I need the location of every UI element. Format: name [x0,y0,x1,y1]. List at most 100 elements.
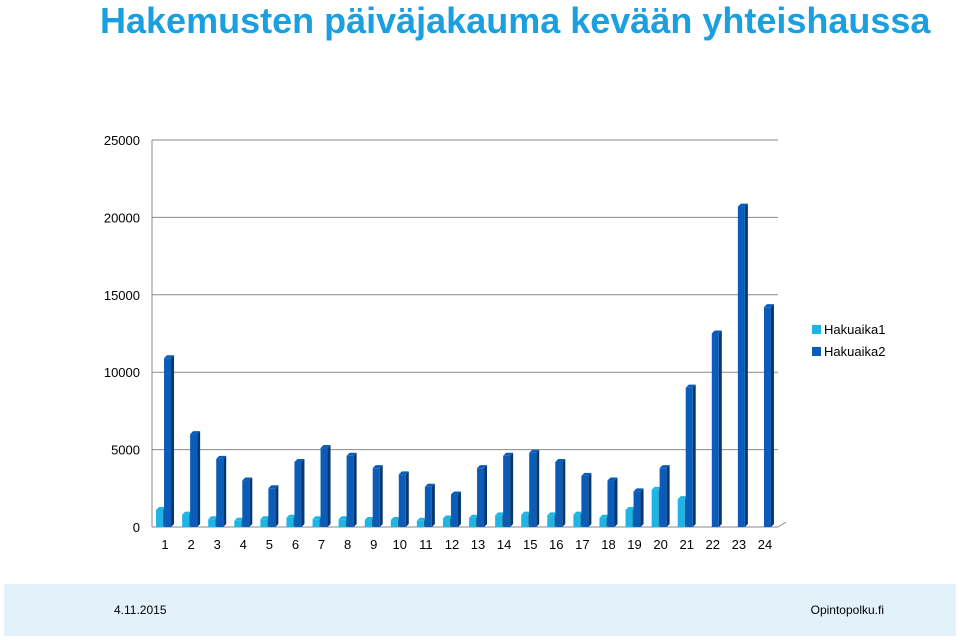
bar-series-2 [763,307,771,527]
bar-series-2 [685,387,693,527]
bar-series-1 [625,509,633,527]
bar-2-side [431,483,435,527]
bar-2-top [164,355,175,359]
bar-1-top [651,486,662,490]
bar-series-1 [364,520,372,527]
bar-series-1 [599,517,607,527]
x-tick-label: 20 [653,537,667,552]
bar-series-2 [503,455,511,527]
bar-series-2 [424,486,432,527]
bar-series-2 [268,488,276,527]
footer-bar: 4.11.2015 Opintopolku.fi [4,584,956,636]
bar-series-2 [711,333,719,527]
bar-2-side [692,384,696,527]
bar-series-2 [294,461,302,527]
bar-series-1 [338,519,346,527]
bar-series-2 [164,358,172,527]
x-tick-label: 9 [370,537,377,552]
bar-2-side [249,477,253,527]
bar-series-2 [372,468,380,527]
bar-series-1 [442,518,450,527]
bar-series-1 [469,517,477,527]
bar-series-2 [737,206,745,527]
bar-2-top [659,465,670,469]
bar-2-top [216,455,227,459]
bar-2-top [398,471,409,475]
bar-series-1 [286,517,294,527]
bar-series-1 [234,520,242,527]
bar-series-1 [260,519,268,527]
bar-series-2 [607,480,615,527]
x-tick-label: 12 [445,537,459,552]
bar-2-side [770,304,774,527]
bar-2-top [633,488,644,492]
legend-item-series-2: Hakuaika2 [812,340,885,362]
x-tick-label: 11 [419,537,433,552]
bar-2-top [242,477,253,481]
x-tick-label: 19 [627,537,641,552]
bar-2-side [614,477,618,527]
bar-2-top [346,452,357,456]
x-tick-label: 18 [601,537,615,552]
bar-1-top [260,516,271,520]
bar-1-top [495,512,506,516]
bar-2-side [275,485,279,527]
bar-2-top [529,449,540,453]
bar-1-top [521,511,532,515]
bar-1-top [573,511,584,515]
y-tick-label: 5000 [111,443,140,458]
bar-series-2 [190,434,198,527]
bar-2-side [327,445,331,527]
x-tick-label: 6 [292,537,299,552]
bar-2-top [294,458,305,462]
bar-series-2 [450,494,458,527]
bar-series-2 [529,452,537,527]
bar-series-1 [312,519,320,527]
bar-1-top [234,517,245,521]
bar-1-top [416,517,427,521]
legend-item-series-1: Hakuaika1 [812,318,885,340]
bar-2-top [737,203,748,207]
y-tick-label: 15000 [104,288,140,303]
x-tick-label: 3 [214,537,221,552]
x-tick-label: 1 [161,537,168,552]
legend-swatch-series-1 [812,324,821,334]
bar-series-1 [156,509,164,527]
bar-2-top [711,330,722,334]
bar-series-1 [416,520,424,527]
bar-1-top [677,496,688,500]
bar-2-top [555,458,566,462]
bar-2-top [450,491,461,495]
bar-series-1 [547,515,555,527]
legend-label-series-2: Hakuaika2 [824,343,886,359]
bar-2-side [457,491,461,527]
x-axis-depth [777,521,787,528]
bar-1-top [547,512,558,516]
x-tick-label: 5 [266,537,273,552]
bar-series-1 [573,514,581,527]
bar-2-top [477,465,488,469]
bar-series-1 [182,514,190,527]
bar-series-2 [477,468,485,527]
bar-1-top [338,516,349,520]
bar-series-2 [216,458,224,527]
bar-2-side [510,452,514,527]
bar-series-1 [208,519,216,527]
bar-2-top [424,483,435,487]
legend-swatch-series-2 [812,346,821,356]
bar-series-1 [390,520,398,527]
bar-2-top [581,472,592,476]
bar-2-side [484,465,488,527]
bar-2-side [744,203,748,527]
bar-2-side [197,431,201,527]
bar-1-top [182,511,193,515]
x-tick-label: 17 [575,537,589,552]
bar-1-top [156,506,167,510]
bar-2-side [405,471,409,527]
x-tick-label: 10 [393,537,407,552]
bar-2-top [190,431,201,435]
x-tick-label: 4 [240,537,247,552]
x-tick-label: 13 [471,537,485,552]
bar-2-top [372,465,383,469]
